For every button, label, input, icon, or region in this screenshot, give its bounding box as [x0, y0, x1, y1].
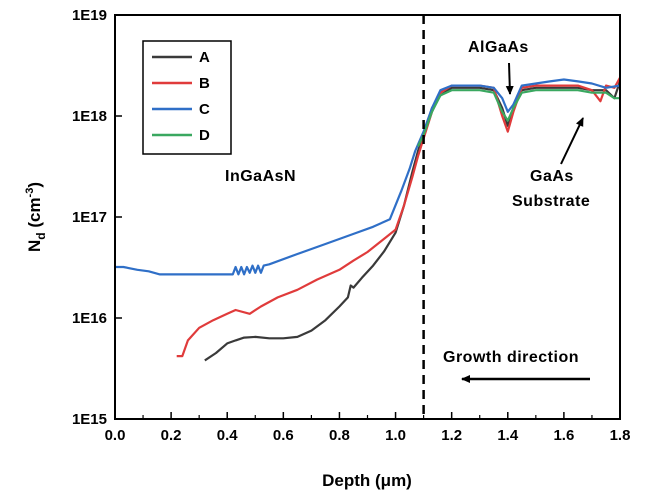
- x-axis-ticks: 0.0 0.2 0.4 0.6 0.8 1.0 1.2 1.4 1.6 1.8: [105, 412, 631, 444]
- y-axis-ticks: 1E15 1E16 1E17 1E18 1E19: [72, 7, 122, 428]
- x-tick-label: 1.8: [610, 427, 631, 444]
- legend-label-d: D: [199, 127, 210, 144]
- x-tick-label: 0.4: [217, 427, 239, 444]
- x-axis-title: Depth (μm): [322, 471, 412, 490]
- x-tick-label: 0.0: [105, 427, 126, 444]
- y-tick-label: 1E15: [72, 411, 107, 428]
- substrate-arrow: [560, 117, 584, 165]
- x-tick-label: 1.0: [385, 427, 406, 444]
- annotation-ingaasn: InGaAsN: [225, 168, 296, 185]
- y-axis-title-subscript: d: [34, 232, 48, 239]
- y-axis-title-main: N: [25, 240, 44, 252]
- annotation-algaas: AlGaAs: [468, 39, 529, 56]
- annotation-substrate: Substrate: [512, 193, 590, 210]
- y-tick-label: 1E19: [72, 7, 107, 24]
- series-group: [115, 77, 620, 362]
- series-c-line: [115, 78, 620, 276]
- x-tick-label: 1.4: [497, 427, 519, 444]
- annotation-gaas: GaAs: [530, 168, 574, 185]
- y-tick-label: 1E17: [72, 209, 107, 226]
- x-tick-label: 1.2: [441, 427, 462, 444]
- y-tick-label: 1E18: [72, 108, 107, 125]
- y-axis-title-unit-open: (cm: [25, 197, 44, 232]
- y-axis-title: Nd (cm-3): [24, 182, 48, 252]
- legend-label-c: C: [199, 101, 210, 118]
- y-axis-title-unit-close: ): [25, 182, 44, 188]
- x-tick-label: 0.2: [161, 427, 182, 444]
- series-d-line: [417, 89, 620, 147]
- x-tick-label: 1.6: [553, 427, 574, 444]
- series-a-line: [204, 81, 620, 362]
- legend-label-a: A: [199, 49, 210, 66]
- x-tick-label: 0.6: [273, 427, 294, 444]
- legend-label-b: B: [199, 75, 210, 92]
- annotation-growth-direction: Growth direction: [443, 349, 579, 366]
- series-b-line: [176, 77, 620, 358]
- algaas-arrow: [505, 62, 514, 95]
- y-axis-title-unit-superscript: -3: [24, 188, 36, 198]
- y-tick-label: 1E16: [72, 310, 107, 327]
- x-tick-label: 0.8: [329, 427, 350, 444]
